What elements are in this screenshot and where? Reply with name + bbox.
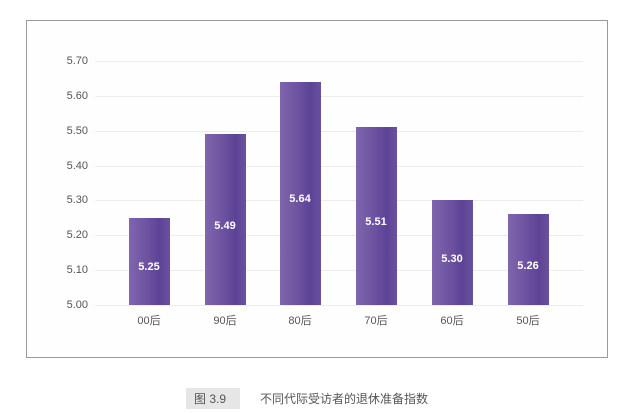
- figure-number: 图 3.9: [186, 387, 241, 409]
- y-tick-label: 5.30: [66, 194, 88, 207]
- bar: [279, 81, 321, 305]
- y-tick-label: 5.10: [66, 264, 88, 277]
- bar: [507, 214, 549, 305]
- gridline: [95, 95, 583, 97]
- y-tick-label: 5.40: [66, 159, 88, 172]
- x-tick-label: 60后: [440, 315, 464, 327]
- y-tick-label: 5.20: [66, 229, 88, 242]
- figure-title: 不同代际受访者的退休准备指数: [260, 391, 429, 406]
- bar: [128, 217, 170, 305]
- gridline: [95, 165, 583, 167]
- gridline: [95, 235, 583, 237]
- y-tick-label: 5.60: [66, 89, 88, 102]
- gridline: [95, 270, 583, 272]
- bar-value-label: 5.30: [441, 252, 463, 265]
- gridline: [95, 305, 583, 306]
- gridline: [95, 61, 583, 62]
- y-tick-label: 5.70: [66, 55, 88, 67]
- x-tick-label: 80后: [288, 315, 312, 327]
- y-tick-label: 5.50: [66, 124, 88, 137]
- figure-caption: 图 3.9 不同代际受访者的退休准备指数: [186, 387, 429, 409]
- bar-value-label: 5.64: [289, 193, 311, 206]
- gridline: [95, 130, 583, 132]
- bar-value-label: 5.49: [214, 219, 236, 232]
- x-tick-label: 50后: [516, 315, 540, 327]
- bar-value-label: 5.51: [365, 216, 387, 229]
- y-tick-label: 5.00: [66, 299, 88, 311]
- x-tick-label: 90后: [213, 315, 237, 327]
- bar-value-label: 5.25: [138, 261, 160, 274]
- bar: [431, 200, 473, 305]
- gridline: [95, 200, 583, 202]
- bar: [204, 134, 246, 305]
- bar-value-label: 5.26: [517, 259, 539, 272]
- x-tick-label: 00后: [137, 315, 161, 327]
- x-tick-label: 70后: [364, 315, 388, 327]
- bar: [355, 127, 397, 305]
